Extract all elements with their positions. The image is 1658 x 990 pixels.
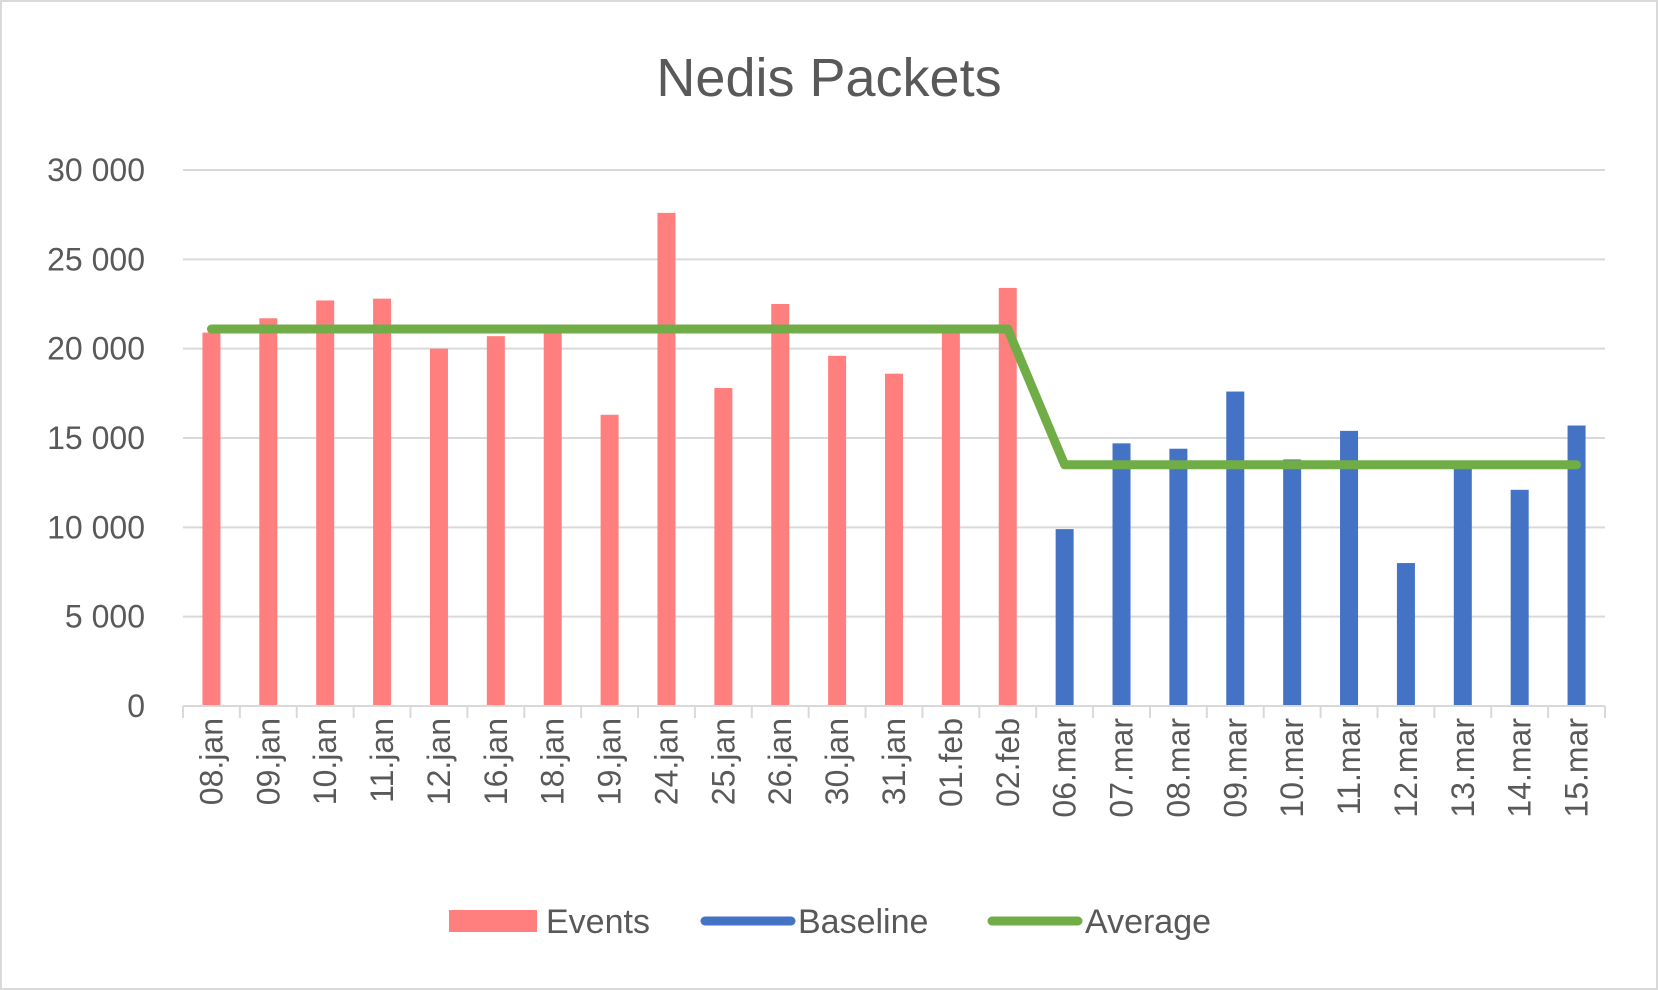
x-tick-label: 09.jan	[250, 718, 286, 805]
x-tick-label: 02.feb	[990, 718, 1026, 807]
x-tick-label: 16.jan	[478, 718, 514, 805]
y-axis-ticks: 0 5 000 10 000 15 000 20 000 25 000 30 000	[47, 152, 145, 724]
x-tick-label: 07.mar	[1104, 718, 1140, 818]
x-tick-label: 01.feb	[933, 718, 969, 807]
bar-events-11.jan	[373, 298, 392, 706]
y-tick-label: 20 000	[47, 331, 145, 367]
gridlines	[183, 169, 1605, 618]
bar-events-16.jan	[486, 336, 505, 706]
x-tick-label: 24.jan	[648, 718, 684, 805]
legend-label-average: Average	[1085, 903, 1211, 941]
y-tick-label: 0	[127, 688, 145, 724]
bar-baseline-12.mar	[1396, 563, 1415, 706]
y-tick-label: 15 000	[47, 420, 145, 456]
x-tick-label: 10.jan	[307, 718, 343, 805]
chart-title: Nedis Packets	[656, 48, 1001, 108]
x-tick-label: 13.mar	[1445, 718, 1481, 818]
bar-events-02.feb	[998, 287, 1017, 706]
bar-baseline-07.mar	[1112, 443, 1131, 706]
bar-events-18.jan	[543, 330, 562, 706]
x-tick-label: 12.jan	[421, 718, 457, 805]
x-tick-label: 11.mar	[1331, 718, 1367, 816]
bar-baseline-10.mar	[1283, 459, 1302, 706]
x-tick-label: 09.mar	[1217, 718, 1253, 818]
legend: Events Baseline Average	[449, 903, 1211, 941]
y-tick-label: 25 000	[47, 241, 145, 277]
x-tick-label: 14.mar	[1502, 718, 1538, 818]
x-axis	[182, 705, 1606, 718]
bar-events-10.jan	[316, 300, 335, 706]
bar-baseline-11.mar	[1340, 430, 1359, 706]
x-tick-label: 12.mar	[1388, 718, 1424, 818]
x-tick-label: 19.jan	[592, 718, 628, 805]
x-tick-label: 31.jan	[876, 718, 912, 805]
bar-events-24.jan	[657, 212, 676, 706]
bar-baseline-06.mar	[1055, 529, 1074, 706]
x-tick-label: 08.mar	[1160, 718, 1196, 818]
legend-swatch-events	[449, 910, 537, 932]
bar-events-09.jan	[259, 318, 278, 706]
bar-baseline-09.mar	[1226, 391, 1245, 706]
y-tick-label: 10 000	[47, 509, 145, 545]
x-axis-ticks: 08.jan 09.jan 10.jan 11.jan 12.jan 16.jan 18.j…	[193, 718, 1594, 818]
x-tick-label: 08.jan	[193, 718, 229, 805]
bar-events-12.jan	[429, 348, 448, 706]
bar-baseline-08.mar	[1169, 448, 1188, 706]
legend-label-events: Events	[546, 903, 650, 941]
bar-baseline-14.mar	[1510, 489, 1529, 706]
bar-baseline-13.mar	[1453, 468, 1472, 706]
x-tick-label: 30.jan	[819, 718, 855, 805]
x-tick-label: 26.jan	[762, 718, 798, 805]
bar-events-26.jan	[771, 304, 790, 706]
bar-events-31.jan	[885, 373, 903, 706]
bar-baseline-15.mar	[1567, 425, 1586, 706]
x-tick-label: 18.jan	[535, 718, 571, 805]
x-tick-label: 06.mar	[1047, 718, 1083, 818]
bars	[202, 212, 1586, 706]
bar-events-01.feb	[941, 327, 960, 706]
x-tick-label: 15.mar	[1559, 718, 1595, 818]
y-tick-label: 5 000	[65, 599, 145, 635]
legend-label-baseline: Baseline	[798, 903, 928, 941]
average-line-layer	[206, 324, 1582, 470]
x-tick-label: 10.mar	[1274, 718, 1310, 818]
x-tick-label: 11.jan	[364, 718, 400, 803]
x-tick-label: 25.jan	[705, 718, 741, 805]
bar-events-25.jan	[714, 387, 733, 706]
y-tick-label: 30 000	[47, 152, 145, 188]
bar-events-08.jan	[202, 332, 221, 706]
bar-events-30.jan	[828, 355, 847, 706]
bar-events-19.jan	[600, 414, 619, 706]
